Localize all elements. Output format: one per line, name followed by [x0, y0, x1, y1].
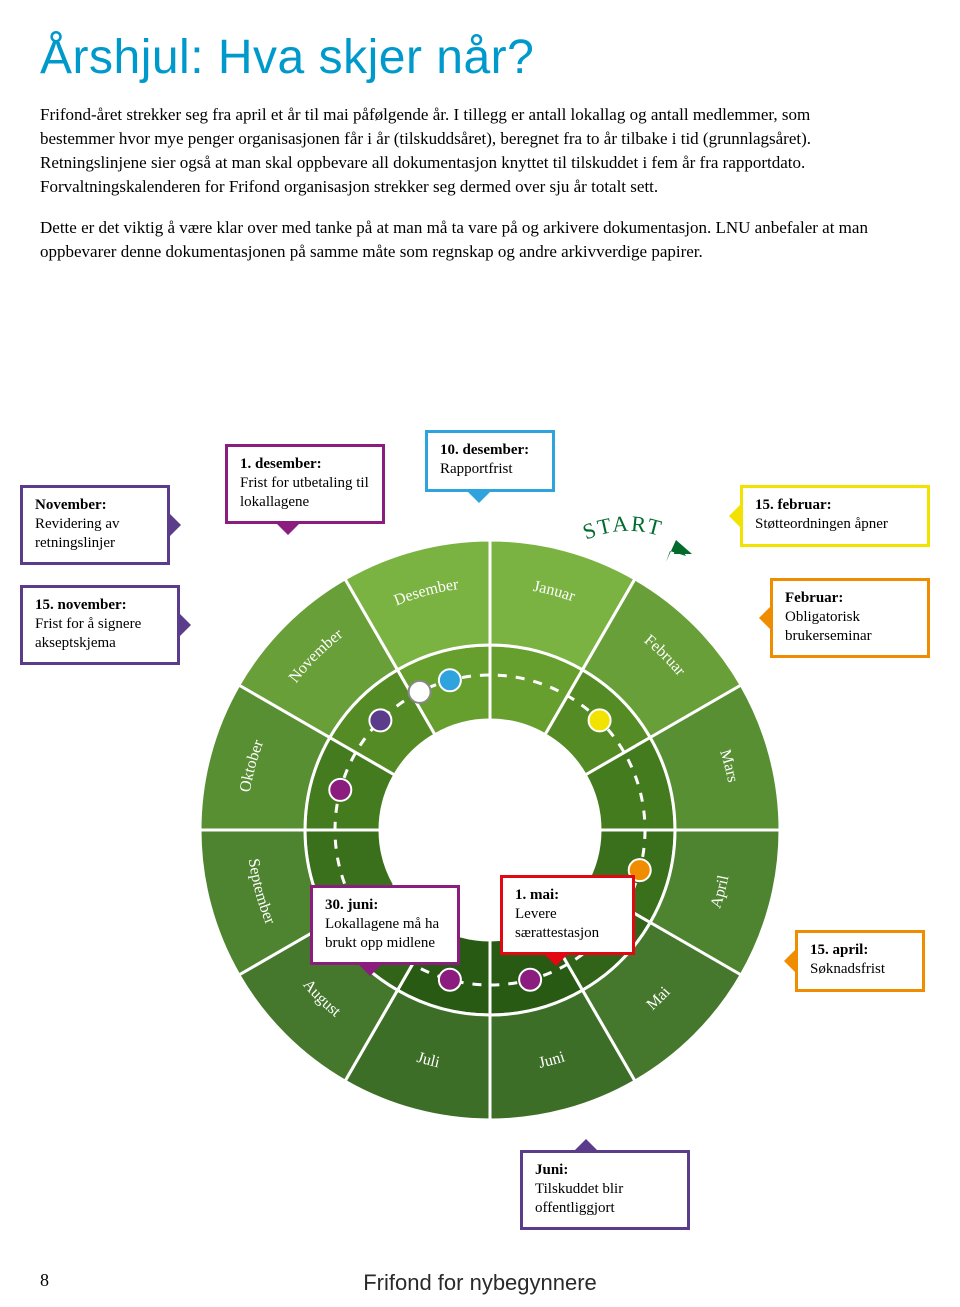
callout-title: 10. desember:: [440, 442, 529, 458]
callout-text: Frist for utbetaling til lokallagene: [240, 475, 369, 510]
page-number: 8: [40, 1270, 49, 1291]
callout-title: Februar:: [785, 590, 843, 606]
callout-mai-1: 1. mai: Levere særattestasjon: [500, 875, 635, 955]
callout-text: Frist for å signere akseptskjema: [35, 616, 141, 651]
callout-title: 30. juni:: [325, 897, 378, 913]
marker-juni-mark: [519, 969, 541, 991]
callout-nov-rev: November: Revidering av retningslinjer: [20, 485, 170, 565]
callout-nov-15: 15. november: Frist for å signere aksepts…: [20, 585, 180, 665]
callout-title: 15. november:: [35, 597, 127, 613]
callout-feb-sem: Februar: Obligatorisk brukerseminar: [770, 578, 930, 658]
intro-paragraph-2: Dette er det viktig å være klar over med…: [40, 216, 870, 264]
callout-text: Støtteordningen åpner: [755, 516, 888, 532]
marker-juli-mark: [439, 969, 461, 991]
callout-text: Levere særattestasjon: [515, 906, 599, 941]
page-title: Årshjul: Hva skjer når?: [40, 30, 920, 85]
callout-des-10: 10. desember: Rapportfrist: [425, 430, 555, 492]
callout-text: Tilskuddet blir offentliggjort: [535, 1181, 623, 1216]
callout-text: Lokallagene må ha brukt opp midlene: [325, 916, 439, 951]
callout-text: Revidering av retningslinjer: [35, 516, 120, 551]
callout-text: Obligatorisk brukerseminar: [785, 609, 872, 644]
callout-text: Rapportfrist: [440, 461, 513, 477]
callout-title: November:: [35, 497, 107, 513]
marker-nov-1: [329, 779, 351, 801]
callout-title: Juni:: [535, 1162, 568, 1178]
marker-nov-2: [369, 709, 391, 731]
year-wheel-figure: JanuarFebruarMarsAprilMaiJuniJuliAugustS…: [20, 430, 940, 1220]
start-indicator: START: [578, 510, 698, 580]
callout-jun-off: Juni: Tilskuddet blir offentliggjort: [520, 1150, 690, 1230]
footer-title: Frifond for nybegynnere: [363, 1270, 597, 1296]
callout-title: 15. februar:: [755, 497, 832, 513]
callout-title: 1. mai:: [515, 887, 559, 903]
callout-des-1: 1. desember: Frist for utbetaling til lok…: [225, 444, 385, 524]
marker-des-2: [439, 669, 461, 691]
svg-text:START: START: [579, 511, 666, 545]
marker-feb: [589, 709, 611, 731]
page-footer: 8 Frifond for nybegynnere: [40, 1270, 920, 1291]
marker-des-1: [409, 681, 431, 703]
callout-text: Søknadsfrist: [810, 961, 885, 977]
start-label: START: [579, 511, 666, 545]
callout-apr-15: 15. april: Søknadsfrist: [795, 930, 925, 992]
callout-feb-15: 15. februar: Støtteordningen åpner: [740, 485, 930, 547]
wheel-svg: JanuarFebruarMarsAprilMaiJuniJuliAugustS…: [200, 540, 780, 1120]
callout-title: 15. april:: [810, 942, 868, 958]
callout-title: 1. desember:: [240, 456, 322, 472]
year-wheel: JanuarFebruarMarsAprilMaiJuniJuliAugustS…: [200, 540, 780, 1125]
intro-paragraph-1: Frifond-året strekker seg fra april et å…: [40, 103, 870, 200]
callout-jun-30: 30. juni: Lokallagene må ha brukt opp mid…: [310, 885, 460, 965]
